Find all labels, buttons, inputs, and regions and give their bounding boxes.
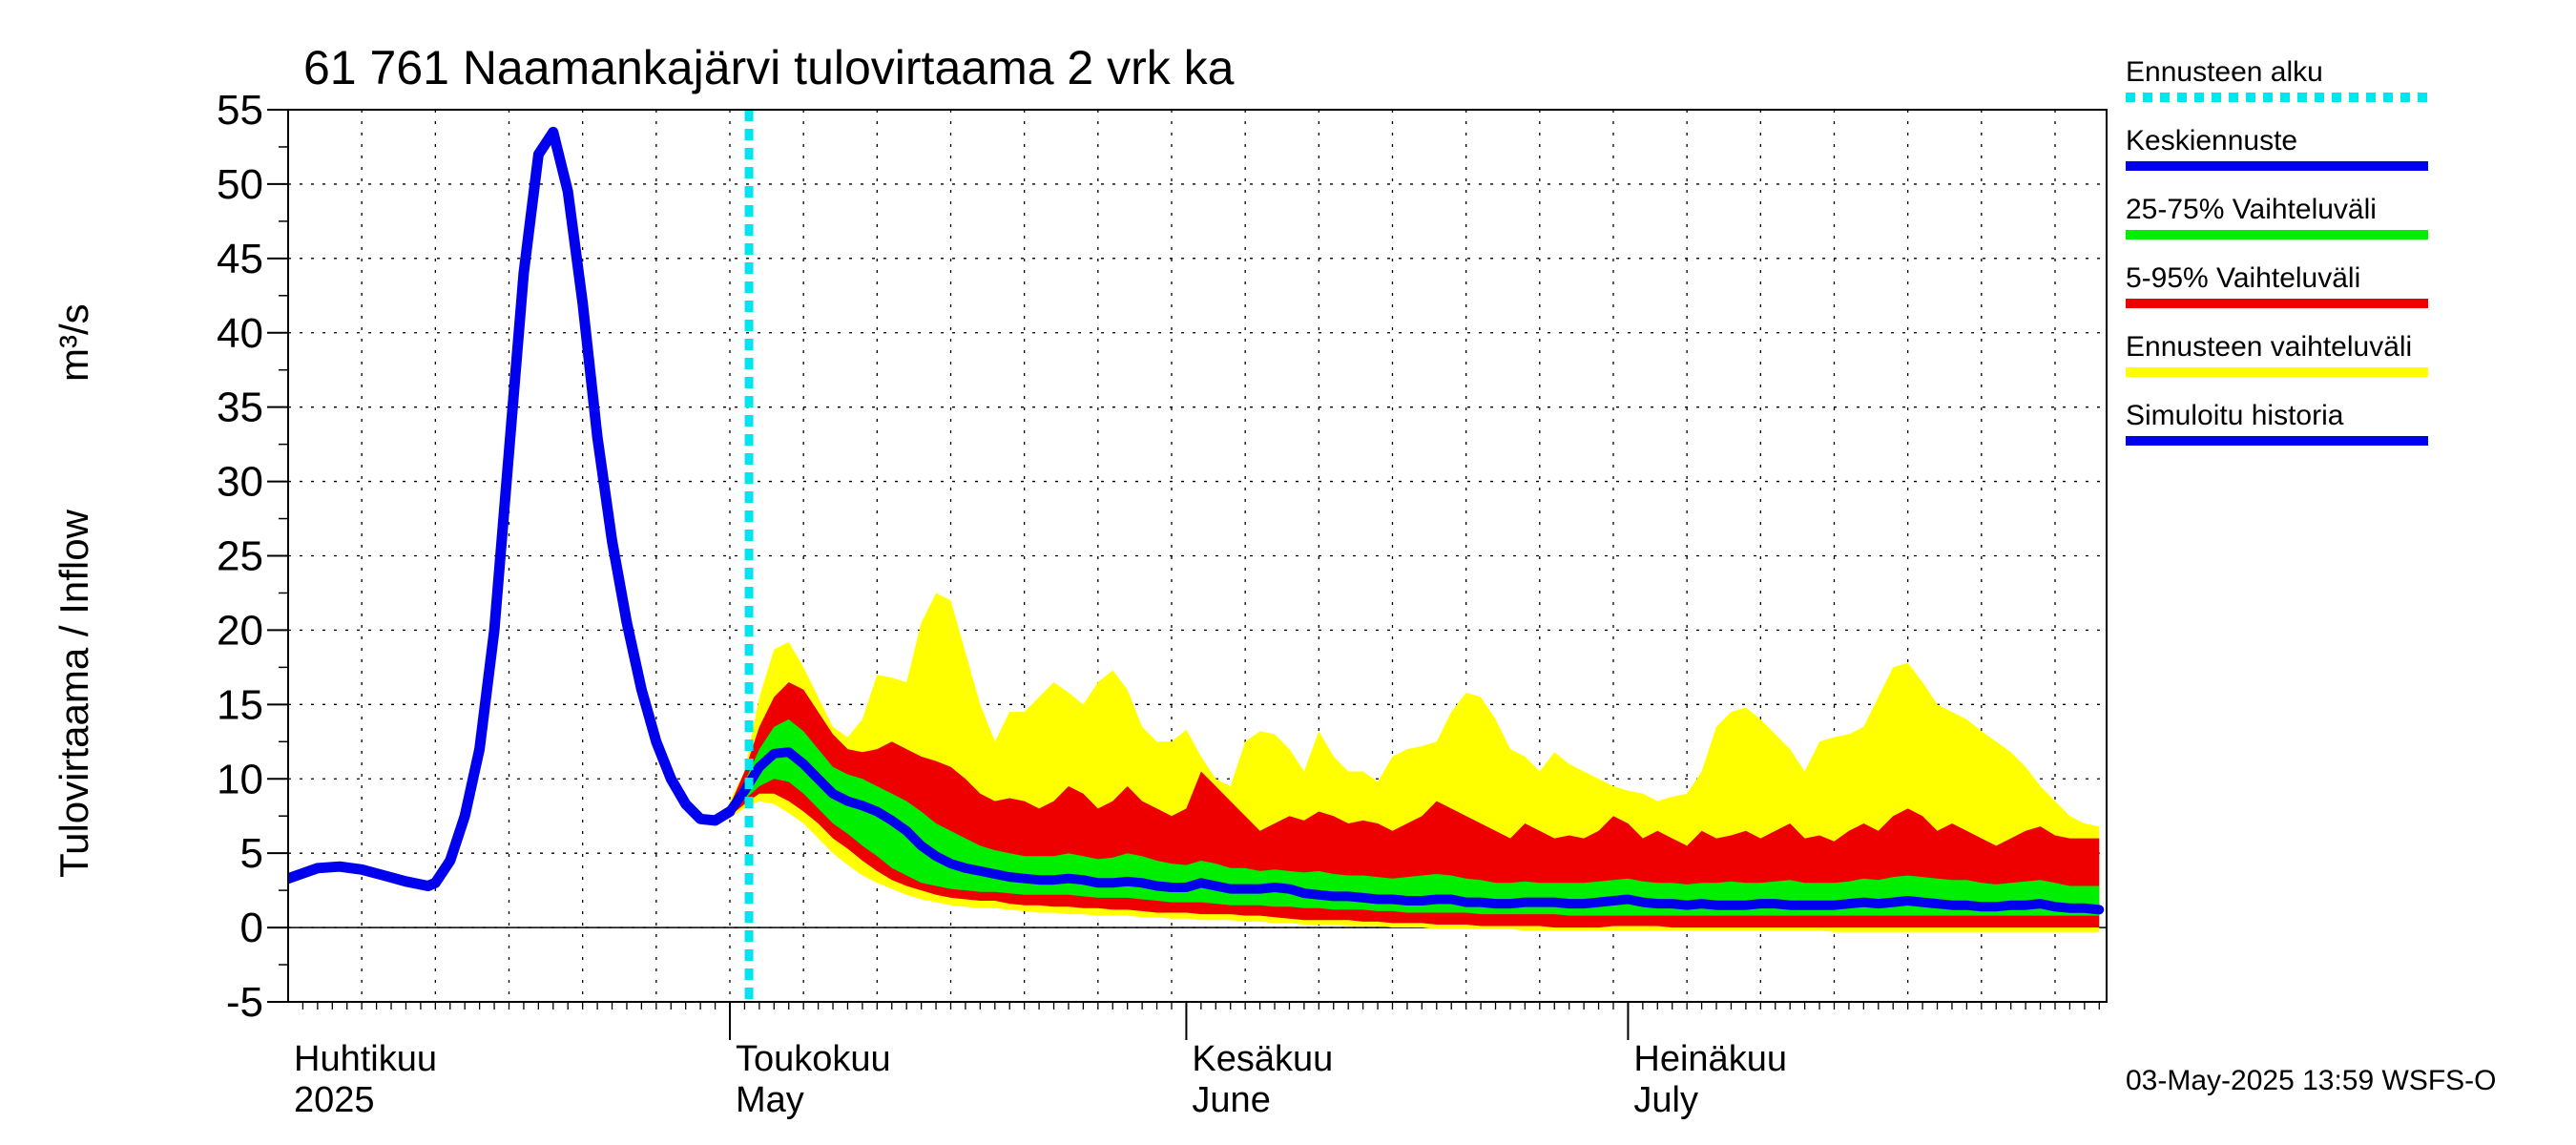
y-tick-label: 25 xyxy=(217,533,263,580)
month-label: Heinäkuu xyxy=(1633,1039,1787,1079)
forecast-bands xyxy=(730,593,2100,932)
legend-label: 25-75% Vaihteluväli xyxy=(2126,194,2377,225)
month-sublabel: 2025 xyxy=(294,1080,375,1120)
month-label: Toukokuu xyxy=(736,1039,891,1079)
y-tick-label: 40 xyxy=(217,310,263,357)
y-tick-label: 50 xyxy=(217,161,263,208)
y-tick-label: 15 xyxy=(217,681,263,728)
legend-label: Keskiennuste xyxy=(2126,125,2297,156)
month-sublabel: June xyxy=(1192,1080,1270,1120)
legend-label: Simuloitu historia xyxy=(2126,400,2344,431)
y-tick-label: 55 xyxy=(217,87,263,134)
y-tick-label: 35 xyxy=(217,385,263,431)
y-tick-label: -5 xyxy=(226,979,263,1026)
y-tick-label: 5 xyxy=(240,830,263,877)
y-axis: -5 0 5 10 15 20 25 30 35 40 45 50 55 xyxy=(217,87,288,1026)
y-tick-label: 30 xyxy=(217,459,263,506)
y-tick-label: 0 xyxy=(240,905,263,951)
month-sublabel: July xyxy=(1633,1080,1698,1120)
timestamp: 03-May-2025 13:59 WSFS-O xyxy=(2126,1065,2497,1096)
legend: Ennusteen alku Keskiennuste 25-75% Vaihtel… xyxy=(2126,56,2428,446)
band-25-75 xyxy=(730,718,2100,916)
median-forecast-line xyxy=(725,747,2105,915)
legend-label: Ennusteen vaihteluväli xyxy=(2126,331,2412,363)
y-tick-label: 45 xyxy=(217,236,263,282)
month-sublabel: May xyxy=(736,1080,804,1120)
series-lines xyxy=(288,110,2105,1002)
y-tick-label: 10 xyxy=(217,756,263,802)
y-axis-label: Tulovirtaama / Inflow xyxy=(52,509,96,878)
month-label: Huhtikuu xyxy=(294,1039,437,1079)
history-line xyxy=(288,126,736,891)
y-tick-label: 20 xyxy=(217,607,263,654)
month-label: Kesäkuu xyxy=(1192,1039,1333,1079)
legend-label: Ennusteen alku xyxy=(2126,56,2323,88)
y-axis-unit: m³/s xyxy=(52,303,96,382)
legend-label: 5-95% Vaihteluväli xyxy=(2126,262,2360,294)
chart-title: 61 761 Naamankajärvi tulovirtaama 2 vrk … xyxy=(303,41,1235,94)
